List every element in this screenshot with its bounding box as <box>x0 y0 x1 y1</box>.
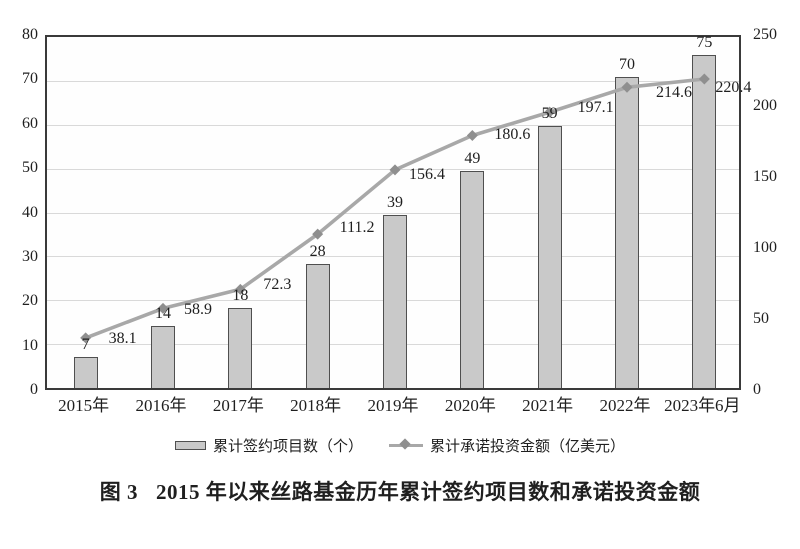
right-axis-tick-label: 100 <box>753 239 777 256</box>
bar-value-label: 49 <box>464 149 481 167</box>
bar <box>692 55 717 388</box>
x-axis-label: 2015年 <box>58 396 110 415</box>
right-axis-tick-label: 0 <box>753 381 761 398</box>
left-axis-tick-label: 80 <box>22 26 38 43</box>
bar <box>615 77 639 388</box>
left-axis-tick-label: 50 <box>22 159 38 177</box>
bar <box>305 263 330 388</box>
legend-line-label: 累计承诺投资金额（亿美元） <box>430 438 626 455</box>
diamond-marker-icon <box>399 437 411 450</box>
legend: 累计签约项目数（个） 累计承诺投资金额（亿美元） <box>0 434 800 456</box>
line-point-label: 197.1 <box>577 99 614 117</box>
left-axis-tick-label: 30 <box>22 247 38 265</box>
x-axis: 2015年 2016年 2017年 2018年 2019年 2020年 2021年 2022年… <box>45 395 741 417</box>
line-point-label: 72.3 <box>263 276 292 294</box>
right-axis-tick-label: 200 <box>753 97 777 114</box>
bar <box>460 170 485 388</box>
x-axis-label: 2021年 <box>522 396 574 415</box>
caption-number: 图 3 <box>99 480 138 504</box>
figure-caption: 图 3 2015 年以来丝路基金历年累计签约项目数和承诺投资金额 <box>0 476 800 506</box>
left-axis-tick-label: 70 <box>22 70 38 88</box>
bar-value-label: 75 <box>696 34 713 52</box>
bar <box>151 325 175 388</box>
right-axis-tick-label: 150 <box>753 168 777 185</box>
bar-value-label: 39 <box>386 193 403 211</box>
left-axis-tick-label: 20 <box>22 292 38 310</box>
caption-title: 2015 年以来丝路基金历年累计签约项目数和承诺投资金额 <box>156 480 701 504</box>
bar <box>228 308 253 388</box>
plot-area: 7 14 18 28 39 49 59 70 75 38.1 58.9 72.3 111.2 156.4 1… <box>45 34 751 390</box>
left-axis: 0 10 20 30 40 50 60 70 80 <box>0 0 38 549</box>
left-axis-tick-label: 0 <box>30 381 38 398</box>
x-axis-label: 2019年 <box>367 396 419 415</box>
line-point-marker <box>312 228 324 240</box>
bar <box>537 126 562 388</box>
bar <box>383 214 407 388</box>
line-point-label: 180.6 <box>494 125 531 143</box>
x-axis-label: 2022年 <box>599 396 651 415</box>
x-axis-label: 2017年 <box>212 396 264 415</box>
left-axis-tick-label: 60 <box>22 114 38 132</box>
legend-bar-label: 累计签约项目数（个） <box>212 438 363 455</box>
bar-value-label: 28 <box>309 242 326 260</box>
line-point-label: 38.1 <box>108 329 137 347</box>
legend-item-line: 累计承诺投资金额（亿美元） <box>389 435 625 456</box>
line-point-label: 111.2 <box>339 219 375 237</box>
legend-item-bars: 累计签约项目数（个） <box>174 435 363 456</box>
line-point-label: 58.9 <box>184 301 212 319</box>
bar-value-label: 7 <box>81 335 90 353</box>
left-axis-tick-label: 10 <box>22 336 38 354</box>
line-swatch-icon <box>389 437 423 451</box>
bar <box>73 356 98 388</box>
line-point-marker <box>466 130 478 142</box>
x-axis-label: 2020年 <box>444 396 496 415</box>
line-point-label: 156.4 <box>409 165 445 183</box>
line-point-label: 220.4 <box>715 79 752 97</box>
bar-value-label: 70 <box>618 56 635 74</box>
bar-swatch-icon <box>174 440 206 450</box>
line-point-marker <box>389 164 401 176</box>
line-point-label: 214.6 <box>656 84 692 102</box>
left-axis-tick-label: 40 <box>22 203 38 221</box>
x-axis-label: 2023年6月 <box>664 396 741 415</box>
right-axis-tick-label: 250 <box>753 26 777 43</box>
right-axis: 0 50 100 150 200 250 <box>753 0 798 549</box>
x-axis-label: 2018年 <box>290 396 342 415</box>
x-axis-label: 2016年 <box>135 396 187 415</box>
right-axis-tick-label: 50 <box>753 310 769 327</box>
